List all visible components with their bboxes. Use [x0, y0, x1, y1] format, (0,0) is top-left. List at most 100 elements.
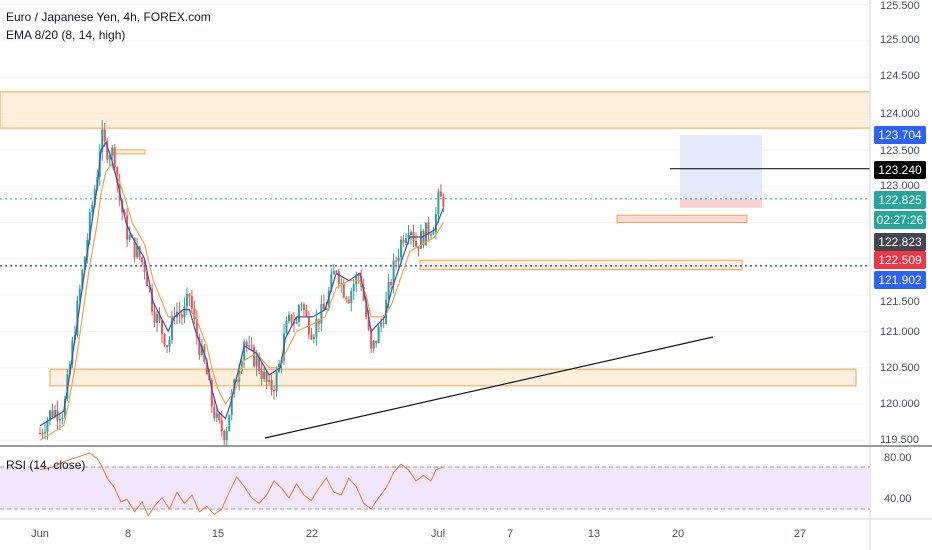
symbol-legend[interactable]: Euro / Japanese Yen, 4h, FOREX.com: [6, 10, 211, 24]
candle-body: [397, 257, 400, 262]
entry-price-tag: 122.823: [874, 233, 926, 251]
candle-body: [245, 341, 248, 347]
candle-body: [141, 257, 144, 262]
candle-body: [83, 256, 86, 271]
candle-body: [345, 297, 348, 300]
candle-body: [220, 420, 223, 432]
ema-legend[interactable]: EMA 8/20 (8, 14, high): [6, 28, 126, 42]
candle-body: [51, 410, 54, 417]
candle-body: [312, 336, 315, 340]
candle-body: [340, 282, 343, 284]
candle-body: [317, 319, 320, 324]
candle-body: [255, 355, 258, 367]
candle-body: [285, 321, 288, 334]
candle-body: [183, 306, 186, 318]
long-position-tool[interactable]: [680, 135, 762, 208]
candle-body: [248, 345, 251, 347]
candle-body: [76, 300, 79, 336]
candle-body: [190, 296, 193, 309]
candle-body: [146, 271, 149, 286]
candle-body: [417, 246, 420, 249]
resistance-zone: [0, 91, 871, 129]
candle-body: [377, 326, 380, 344]
resistance-zone: [419, 259, 743, 271]
time-tick: 13: [587, 528, 601, 540]
candle-body: [108, 155, 111, 160]
candle-body: [46, 420, 49, 432]
stop-price-tag: 122.509: [874, 251, 926, 269]
candle-body: [270, 380, 273, 390]
time-tick: 15: [211, 528, 225, 540]
candle-body: [258, 355, 261, 371]
ema-slow-line: [39, 163, 444, 441]
rsi-legend[interactable]: RSI (14, close): [6, 458, 86, 472]
rsi-tick: 40.00: [884, 493, 912, 505]
candle-body: [39, 433, 41, 435]
candle-body: [410, 231, 413, 236]
candle-body: [200, 345, 203, 356]
candle-body: [424, 222, 427, 246]
candle-body: [295, 321, 298, 324]
candle-body: [419, 230, 422, 249]
candle-body: [116, 167, 119, 183]
candle-body: [106, 141, 109, 160]
candle-body: [273, 389, 276, 392]
candle-body: [315, 319, 318, 337]
candle-body: [218, 413, 221, 421]
candle-body: [103, 129, 106, 142]
resistance-zones: [0, 91, 871, 387]
candle-body: [387, 281, 390, 300]
candle-body: [407, 235, 410, 239]
candle-body: [390, 281, 393, 285]
resistance-zone: [616, 214, 748, 224]
candle-body: [210, 380, 213, 407]
price-tick: 125.500: [880, 0, 920, 12]
candle-body: [68, 364, 71, 375]
candle-body: [320, 303, 323, 324]
time-tick: Jun: [31, 528, 49, 540]
time-tick: 20: [671, 528, 685, 540]
ema-fast-line: [39, 141, 444, 427]
candle-body: [126, 215, 129, 240]
candle-body: [81, 270, 84, 289]
candle-body: [101, 129, 104, 153]
candle-body: [128, 235, 131, 240]
target-price-tag: 123.704: [874, 126, 926, 144]
trendline[interactable]: [264, 336, 714, 439]
rsi-pane: [0, 452, 870, 518]
candle-body: [429, 234, 432, 236]
candle-body: [437, 191, 440, 214]
candle-body: [362, 287, 365, 301]
candle-body: [188, 293, 191, 297]
candle-body: [91, 204, 94, 213]
price-tick: 125.000: [880, 34, 920, 46]
candle-body: [113, 147, 116, 168]
candle-body: [305, 310, 308, 317]
candle-body: [335, 271, 338, 273]
candle-body: [380, 322, 383, 327]
candle-body: [71, 340, 74, 365]
candle-body: [352, 284, 355, 292]
time-tick: Jul: [430, 528, 446, 540]
price-tick: 124.500: [880, 70, 920, 82]
candle-body: [195, 319, 198, 338]
candle-body: [143, 261, 146, 272]
candle-body: [297, 305, 300, 322]
candle-body: [58, 418, 61, 421]
candle-body: [170, 315, 173, 340]
candle-body: [370, 329, 373, 349]
candle-body: [93, 189, 96, 205]
candle-body: [223, 431, 226, 441]
price-tick: 120.000: [880, 398, 920, 410]
candle-body: [350, 291, 353, 303]
candle-body: [205, 361, 208, 375]
candle-body: [198, 337, 201, 356]
candle-body: [180, 314, 183, 318]
candle-body: [265, 371, 268, 382]
price-tick: 121.000: [880, 326, 920, 338]
candle-body: [61, 417, 64, 419]
candle-body: [300, 304, 303, 306]
level-price-tag: 121.902: [874, 271, 926, 289]
target-area: [680, 135, 762, 200]
